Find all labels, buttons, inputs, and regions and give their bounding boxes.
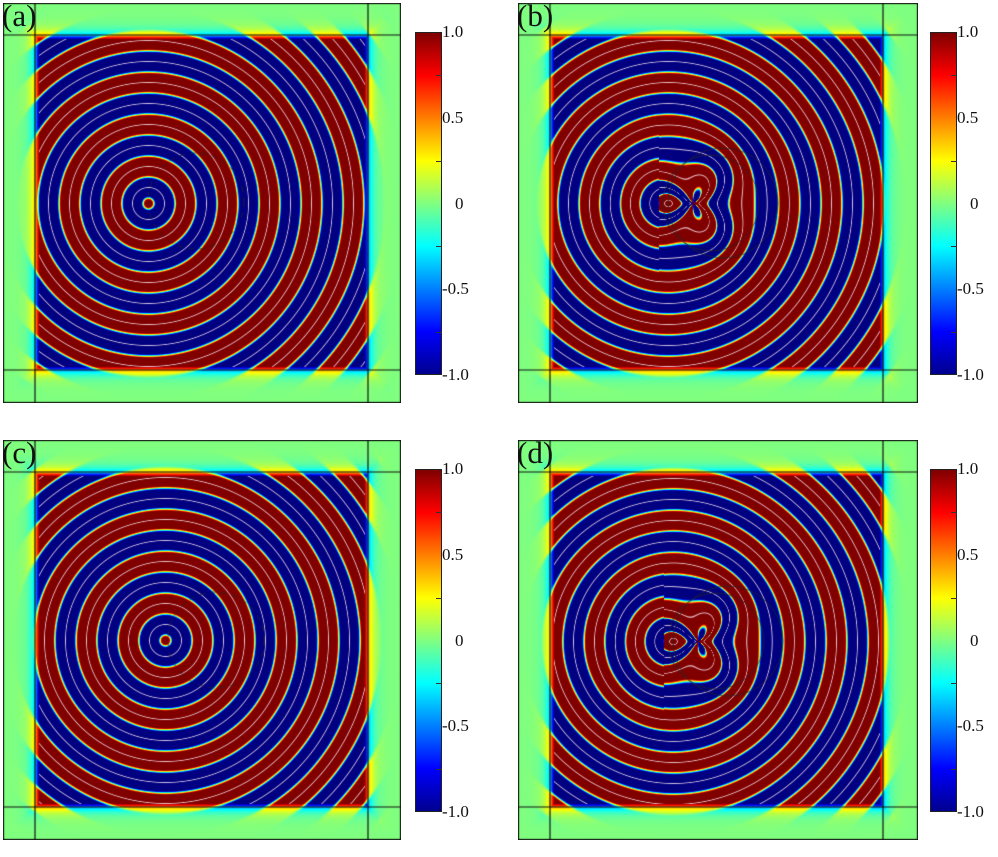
colorbar-tick-label: 0.5	[957, 544, 979, 564]
colorbar-tick-label: -0.5	[442, 279, 469, 299]
panel-label: (c)	[2, 435, 37, 470]
colorbar-tick	[436, 332, 442, 334]
colorbar-tick-label: -0.5	[957, 716, 984, 736]
colorbar-tick-label: -1.0	[442, 365, 469, 384]
colorbar-tick-label: -1.0	[442, 802, 469, 821]
colorbar-tick	[436, 597, 442, 599]
panel-c: (c) 1.0 0.5 0 -0.5 -1.0	[0, 437, 499, 857]
colorbar-tick	[951, 769, 957, 771]
field-map-d	[518, 440, 918, 840]
colorbar-tick	[436, 511, 442, 513]
colorbar-tick-label: 0.5	[957, 107, 979, 127]
colorbar-tick	[951, 74, 957, 76]
panel-label: (a)	[2, 0, 37, 33]
colorbar-tick-label: -0.5	[957, 279, 984, 299]
colorbar-tick-label: 1.0	[442, 459, 464, 478]
colorbar-tick-label: 0.5	[442, 107, 464, 127]
colorbar-tick-label: -1.0	[957, 365, 984, 384]
panel-label: (d)	[517, 435, 554, 470]
colorbar-tick	[436, 160, 442, 162]
colorbar-tick-label: 0	[970, 630, 979, 650]
colorbar-tick-label: 1.0	[957, 22, 979, 41]
colorbar-tick	[951, 246, 957, 248]
colorbar-tick-label: 1.0	[957, 459, 979, 478]
colorbar-tick	[436, 246, 442, 248]
colorbar	[930, 32, 957, 375]
field-map-b	[518, 3, 918, 403]
colorbar-tick-label: 0.5	[442, 544, 464, 564]
colorbar-tick	[436, 683, 442, 685]
panel-label: (b)	[517, 0, 554, 33]
colorbar-tick	[951, 597, 957, 599]
colorbar-tick	[951, 683, 957, 685]
colorbar-tick	[436, 74, 442, 76]
colorbar	[930, 469, 957, 812]
colorbar	[415, 32, 442, 375]
colorbar-tick	[951, 332, 957, 334]
colorbar-tick-label: 0	[455, 630, 464, 650]
field-map-c	[3, 440, 401, 840]
colorbar-tick-label: -1.0	[957, 802, 984, 821]
panel-d: (d) 1.0 0.5 0 -0.5 -1.0	[515, 437, 998, 857]
colorbar-tick	[436, 769, 442, 771]
colorbar-tick-label: 0	[970, 193, 979, 213]
colorbar-tick-label: 0	[455, 193, 464, 213]
field-map-a	[3, 3, 401, 403]
panel-b: (b) 1.0 0.5 0 -0.5 -1.0	[515, 0, 998, 420]
colorbar-tick	[951, 160, 957, 162]
colorbar-tick	[951, 511, 957, 513]
colorbar	[415, 469, 442, 812]
colorbar-tick-label: 1.0	[442, 22, 464, 41]
colorbar-tick-label: -0.5	[442, 716, 469, 736]
panel-a: (a) 1.0 0.5 0 -0.5 -1.0	[0, 0, 499, 420]
